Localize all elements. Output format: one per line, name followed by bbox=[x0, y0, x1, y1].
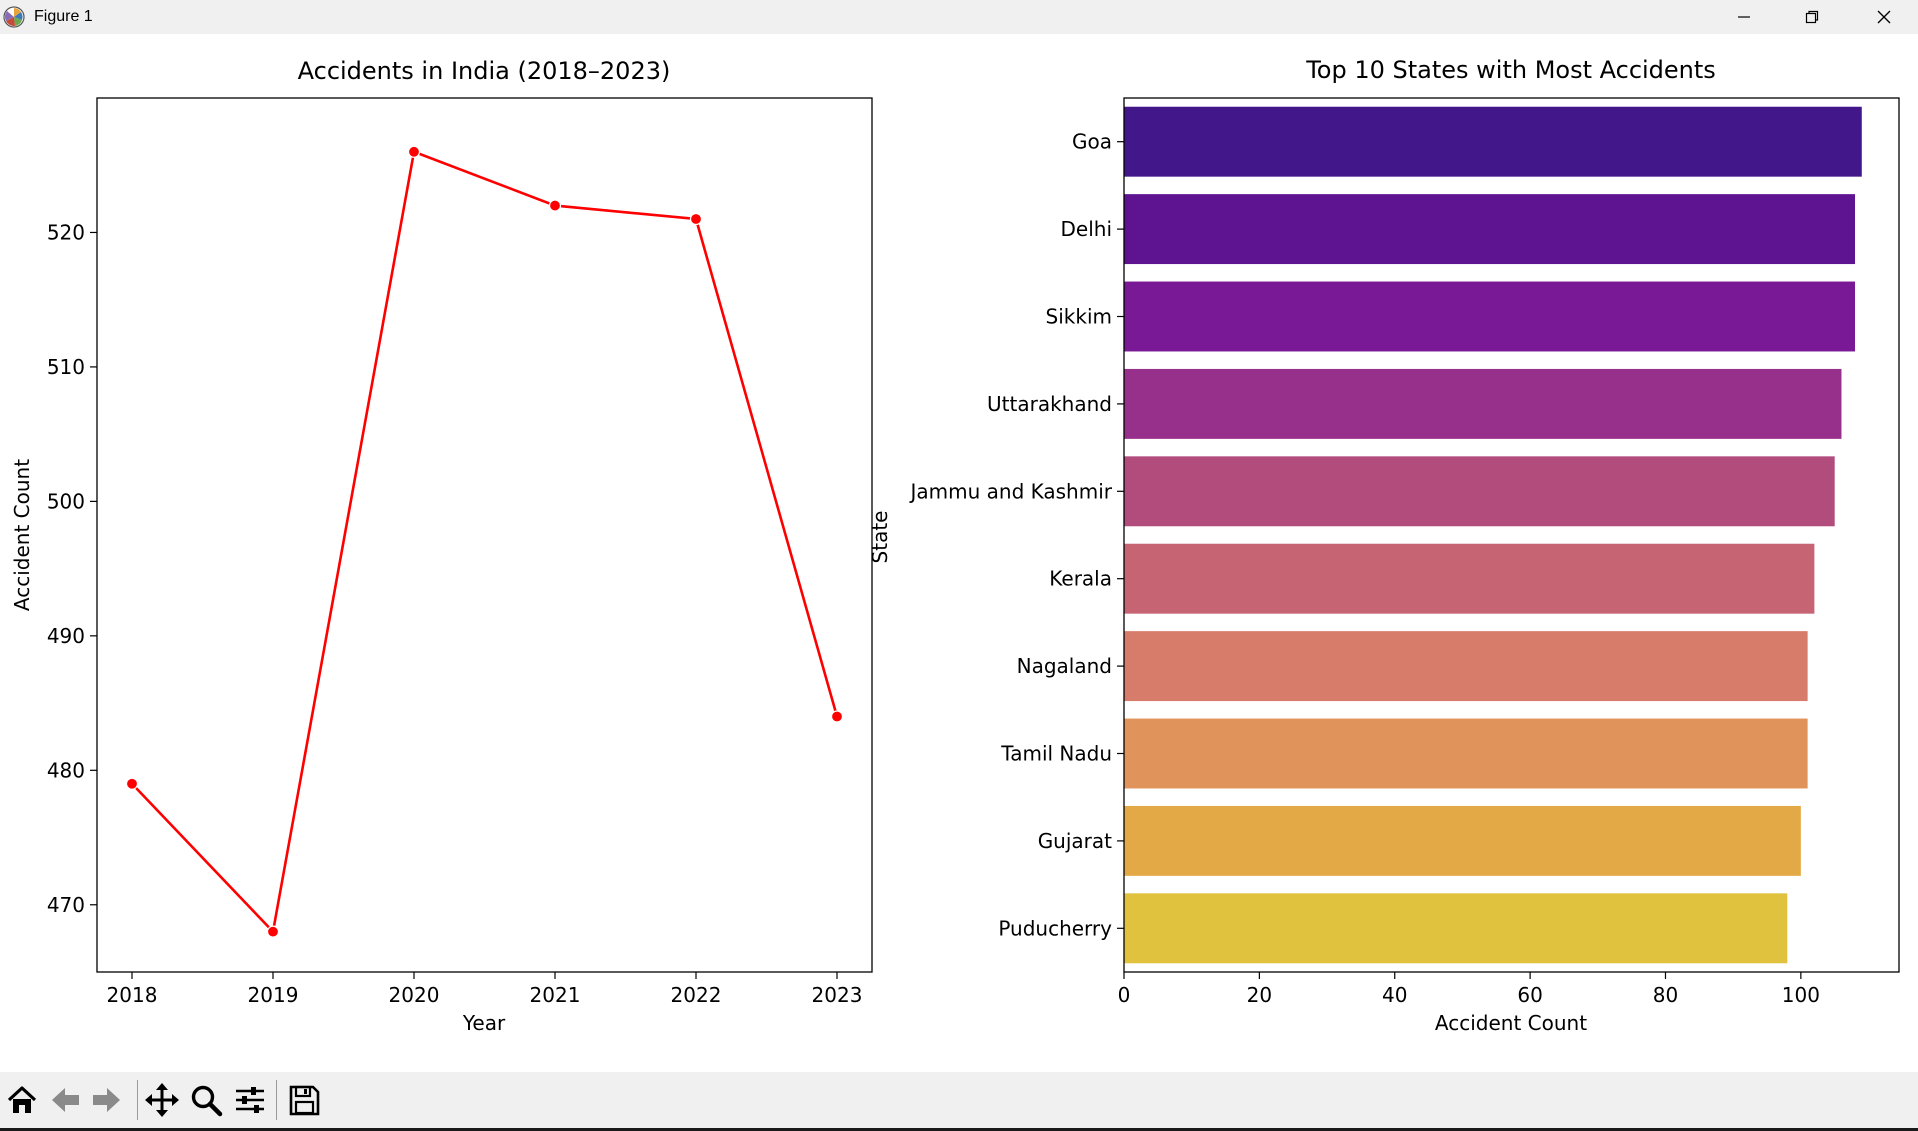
bar-kerala bbox=[1124, 543, 1815, 614]
bar-chart: Top 10 States with Most Accidents Goa Del… bbox=[868, 56, 1900, 1035]
line-x-tick-label: 2022 bbox=[671, 983, 722, 1007]
line-y-tick-label: 500 bbox=[47, 489, 85, 513]
figure-svg: Accidents in India (2018–2023) 470 480 490… bbox=[10, 56, 1900, 1035]
line-y-tick-label: 470 bbox=[47, 893, 85, 917]
line-chart-title: Accidents in India (2018–2023) bbox=[298, 57, 671, 85]
bar-x-tick-label: 40 bbox=[1382, 983, 1407, 1007]
save-icon bbox=[289, 1085, 320, 1116]
bar-x-tick-label: 60 bbox=[1517, 983, 1542, 1007]
configure-subplots-button[interactable] bbox=[230, 1078, 270, 1122]
bar-category-label: Puducherry bbox=[998, 916, 1112, 940]
bar-chart-title: Top 10 States with Most Accidents bbox=[1305, 56, 1716, 84]
line-x-tick-label: 2023 bbox=[812, 983, 863, 1007]
bar-chart-xlabel: Accident Count bbox=[1435, 1011, 1587, 1035]
close-button[interactable] bbox=[1850, 0, 1918, 34]
navigation-toolbar bbox=[0, 1072, 1918, 1131]
bar-chart-x-ticks: 0 20 40 60 80 100 bbox=[1118, 972, 1820, 1007]
bar-category-label: Sikkim bbox=[1046, 305, 1112, 329]
line-chart-axes-frame bbox=[96, 97, 873, 973]
line-data-point bbox=[689, 212, 703, 226]
line-y-tick-label: 480 bbox=[47, 758, 85, 782]
window-bottom-border bbox=[0, 1128, 1918, 1131]
close-icon bbox=[1877, 10, 1891, 24]
line-x-tick-label: 2021 bbox=[530, 983, 581, 1007]
bar-delhi bbox=[1124, 194, 1856, 265]
window-title: Figure 1 bbox=[34, 8, 93, 25]
restore-icon bbox=[1805, 10, 1819, 24]
bar-category-label: Delhi bbox=[1061, 217, 1113, 241]
home-button[interactable] bbox=[2, 1078, 42, 1122]
toolbar-separator bbox=[137, 1080, 138, 1120]
line-series-accidents bbox=[131, 150, 839, 935]
minimize-icon bbox=[1738, 16, 1750, 18]
bar-x-tick-label: 0 bbox=[1118, 983, 1131, 1007]
bar-category-label: Nagaland bbox=[1017, 654, 1112, 678]
bar-category-label: Uttarakhand bbox=[987, 392, 1112, 416]
line-y-tick-label: 490 bbox=[47, 624, 85, 648]
bar-category-label: Kerala bbox=[1049, 567, 1112, 591]
pan-button[interactable] bbox=[142, 1078, 182, 1122]
back-button[interactable] bbox=[46, 1078, 86, 1122]
bar-x-tick-label: 80 bbox=[1653, 983, 1678, 1007]
bar-puducherry bbox=[1124, 893, 1788, 964]
matplotlib-logo-icon bbox=[3, 6, 25, 28]
line-chart-xlabel: Year bbox=[462, 1011, 506, 1035]
line-data-point bbox=[266, 925, 280, 938]
home-icon bbox=[7, 1086, 37, 1113]
bar-uttarakhand bbox=[1124, 368, 1842, 439]
line-data-point bbox=[407, 145, 421, 158]
restore-button[interactable] bbox=[1778, 0, 1846, 34]
line-chart: Accidents in India (2018–2023) 470 480 490… bbox=[10, 57, 873, 1035]
zoom-button[interactable] bbox=[186, 1078, 226, 1122]
configure-subplots-icon bbox=[236, 1087, 264, 1113]
bar-sikkim bbox=[1124, 281, 1856, 352]
zoom-icon bbox=[191, 1085, 223, 1117]
line-x-tick-label: 2020 bbox=[389, 983, 440, 1007]
bar-nagaland bbox=[1124, 631, 1808, 702]
line-chart-y-ticks: 470 480 490 500 510 520 bbox=[47, 220, 97, 917]
bar-category-label: Tamil Nadu bbox=[1000, 742, 1112, 766]
line-points bbox=[125, 145, 844, 938]
figure-canvas[interactable]: Accidents in India (2018–2023) 470 480 490… bbox=[0, 34, 1918, 1072]
line-chart-ylabel: Accident Count bbox=[10, 459, 34, 611]
bar-goa bbox=[1124, 106, 1862, 177]
line-data-point bbox=[125, 777, 139, 790]
bar-chart-bars bbox=[1124, 106, 1862, 964]
line-x-tick-label: 2019 bbox=[248, 983, 299, 1007]
bar-category-label: Gujarat bbox=[1038, 829, 1112, 853]
bar-category-label: Jammu and Kashmir bbox=[908, 479, 1112, 503]
pan-icon bbox=[145, 1083, 179, 1117]
back-arrow-icon bbox=[52, 1088, 79, 1112]
forward-button[interactable] bbox=[86, 1078, 126, 1122]
save-button[interactable] bbox=[284, 1078, 324, 1122]
bar-chart-y-ticks: Goa Delhi Sikkim Uttarakhand Jammu and Kashm… bbox=[908, 130, 1124, 940]
line-y-tick-label: 520 bbox=[47, 220, 85, 244]
line-chart-x-ticks: 2018 2019 2020 2021 2022 2023 bbox=[107, 972, 863, 1007]
bar-tamil-nadu bbox=[1124, 718, 1808, 789]
minimize-button[interactable] bbox=[1710, 0, 1778, 34]
line-y-tick-label: 510 bbox=[47, 355, 85, 379]
bar-gujarat bbox=[1124, 805, 1801, 876]
line-data-point bbox=[548, 199, 562, 212]
bar-chart-ylabel: State bbox=[868, 511, 892, 564]
window-titlebar: Figure 1 bbox=[0, 0, 1918, 34]
toolbar-separator bbox=[276, 1080, 277, 1120]
bar-x-tick-label: 20 bbox=[1247, 983, 1272, 1007]
forward-arrow-icon bbox=[93, 1088, 120, 1112]
bar-jammu-and-kashmir bbox=[1124, 456, 1835, 527]
bar-category-label: Goa bbox=[1072, 130, 1112, 154]
bar-x-tick-label: 100 bbox=[1782, 983, 1820, 1007]
bar-chart-axes-frame bbox=[1123, 97, 1900, 973]
line-x-tick-label: 2018 bbox=[107, 983, 158, 1007]
line-data-point bbox=[830, 710, 844, 723]
